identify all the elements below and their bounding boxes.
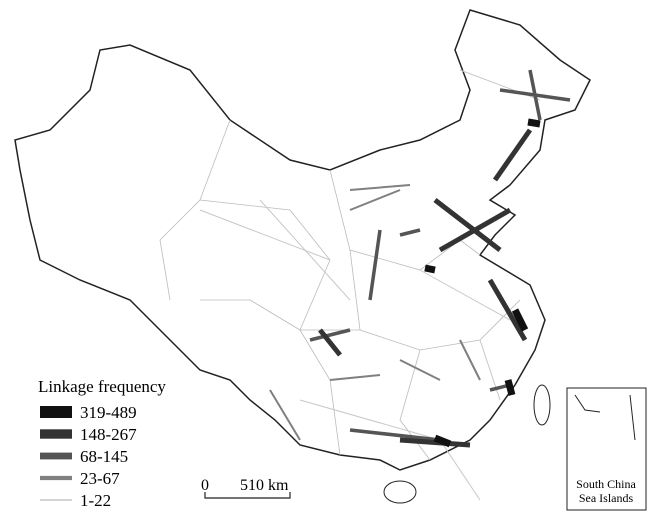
inset-frame <box>566 387 647 511</box>
legend-label: 319-489 <box>80 403 137 422</box>
legend-swatch <box>40 499 72 501</box>
legend-label: 148-267 <box>80 425 137 444</box>
linkages <box>199 69 571 501</box>
legend-title: Linkage frequency <box>38 377 166 396</box>
inset-coast <box>574 394 636 441</box>
legend-swatch <box>40 429 72 439</box>
inset: South China Sea Islands <box>566 387 647 511</box>
scale-line <box>204 492 291 499</box>
taiwan <box>533 384 551 426</box>
inset-label: South China <box>576 477 636 491</box>
hainan <box>383 480 417 504</box>
legend-label: 68-145 <box>80 447 128 466</box>
legend: Linkage frequency 319-489 148-267 68-145 23… <box>38 377 166 510</box>
legend-label: 23-67 <box>80 469 120 488</box>
legend-swatch <box>40 475 72 481</box>
country-outline <box>14 9 591 471</box>
inset-label: Sea Islands <box>579 491 634 505</box>
scale-bar: 0 510 km <box>201 477 291 499</box>
legend-swatch <box>40 452 72 460</box>
scale-end: 510 km <box>240 477 289 494</box>
legend-label: 1-22 <box>80 491 111 510</box>
legend-swatch <box>40 406 72 418</box>
scale-start: 0 <box>201 477 209 494</box>
